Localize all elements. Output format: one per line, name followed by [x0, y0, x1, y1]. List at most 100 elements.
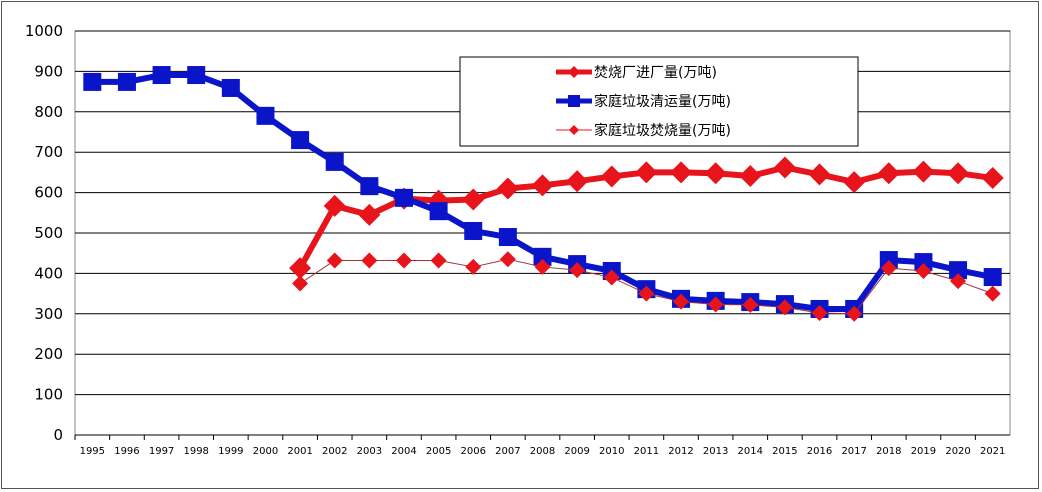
x-tick-label: 2017 — [841, 446, 866, 457]
diamond-marker — [496, 177, 519, 200]
x-tick-label: 2004 — [391, 446, 416, 457]
diamond-marker — [912, 160, 935, 183]
diamond-marker — [947, 162, 970, 185]
x-tick-label: 2019 — [911, 446, 936, 457]
series-3 — [292, 251, 1001, 322]
x-tick-label: 2010 — [599, 446, 624, 457]
y-tick-label: 800 — [34, 103, 63, 121]
diamond-marker — [950, 273, 967, 290]
x-tick-label: 1995 — [80, 446, 105, 457]
y-tick-label: 900 — [34, 62, 63, 80]
square-marker — [221, 78, 240, 97]
y-tick-label: 100 — [34, 386, 63, 404]
square-marker — [429, 202, 448, 221]
square-marker — [187, 66, 206, 85]
square-marker — [464, 221, 483, 240]
diamond-marker — [358, 203, 381, 226]
diamond-marker — [531, 174, 554, 197]
diamond-marker — [880, 260, 897, 277]
y-tick-label: 600 — [34, 184, 63, 202]
diamond-marker — [981, 167, 1004, 190]
diamond-marker — [739, 165, 762, 188]
legend-box — [459, 56, 859, 147]
x-tick-label: 2021 — [980, 446, 1005, 457]
diamond-marker — [326, 252, 343, 269]
square-marker — [83, 72, 102, 91]
x-tick-label: 2016 — [807, 446, 832, 457]
diamond-marker — [915, 262, 932, 279]
diamond-marker — [877, 162, 900, 185]
diamond-marker — [361, 252, 378, 269]
x-tick-label: 2007 — [495, 446, 520, 457]
square-marker — [256, 106, 275, 125]
diamond-marker — [984, 285, 1001, 302]
diamond-marker — [569, 262, 586, 279]
diamond-marker — [843, 171, 866, 194]
diamond-marker — [638, 285, 655, 302]
legend-label: 焚烧厂进厂量(万吨) — [594, 65, 717, 81]
square-marker — [568, 95, 580, 107]
legend: 焚烧厂进厂量(万吨) 家庭垃圾清运量(万吨) 家庭垃圾焚烧量(万吨) — [459, 56, 859, 147]
diamond-marker — [808, 163, 831, 186]
x-tick-label: 1998 — [183, 446, 208, 457]
x-tick-label: 2008 — [530, 446, 555, 457]
diamond-marker — [499, 251, 516, 268]
x-tick-label: 2018 — [876, 446, 901, 457]
x-tick-label: 1999 — [218, 446, 243, 457]
diamond-marker — [462, 188, 485, 211]
diamond-marker — [566, 170, 589, 193]
x-tick-label: 1997 — [149, 446, 174, 457]
diamond-marker — [635, 161, 658, 184]
x-tick-label: 2006 — [461, 446, 486, 457]
x-tick-label: 2012 — [668, 446, 693, 457]
x-tick-label: 2002 — [322, 446, 347, 457]
y-tick-label: 300 — [34, 305, 63, 323]
x-tick-label: 2003 — [357, 446, 382, 457]
square-marker — [914, 253, 933, 272]
x-tick-label: 2015 — [772, 446, 797, 457]
square-marker — [949, 261, 968, 280]
y-tick-label: 0 — [53, 426, 63, 444]
square-marker — [291, 131, 310, 150]
x-tick-label: 2001 — [287, 446, 312, 457]
y-tick-label: 200 — [34, 345, 63, 363]
x-tick-label: 2000 — [253, 446, 278, 457]
diamond-marker — [430, 252, 447, 269]
diamond-marker — [673, 293, 690, 310]
series-2 — [83, 66, 1002, 318]
y-tick-label: 700 — [34, 143, 63, 161]
y-tick-label: 400 — [34, 264, 63, 282]
diamond-marker — [707, 296, 724, 313]
square-marker — [152, 66, 171, 85]
diamond-marker — [323, 194, 346, 217]
y-tick-label: 1000 — [25, 22, 63, 40]
y-tick-label: 500 — [34, 224, 63, 242]
diamond-marker — [600, 165, 623, 188]
diamond-marker — [289, 257, 312, 280]
x-tick-label: 2009 — [564, 446, 589, 457]
diamond-marker — [603, 269, 620, 286]
square-marker — [117, 72, 136, 91]
x-tick-label: 1996 — [114, 446, 139, 457]
diamond-marker — [395, 252, 412, 269]
diamond-marker — [534, 258, 551, 275]
diamond-marker — [776, 299, 793, 316]
square-marker — [879, 251, 898, 270]
diamond-marker — [811, 304, 828, 321]
legend-label: 家庭垃圾清运量(万吨) — [594, 93, 731, 110]
diamond-marker — [465, 258, 482, 275]
square-marker — [360, 177, 379, 196]
x-tick-label: 2013 — [703, 446, 728, 457]
diamond-marker — [742, 296, 759, 313]
square-marker — [983, 268, 1002, 287]
diamond-marker — [568, 66, 580, 78]
x-tick-label: 2014 — [738, 446, 763, 457]
diamond-marker — [704, 162, 727, 185]
x-tick-label: 2020 — [945, 446, 970, 457]
legend-label: 家庭垃圾焚烧量(万吨) — [594, 122, 731, 139]
diamond-marker — [773, 156, 796, 179]
x-tick-label: 2005 — [426, 446, 451, 457]
square-marker — [533, 247, 552, 266]
